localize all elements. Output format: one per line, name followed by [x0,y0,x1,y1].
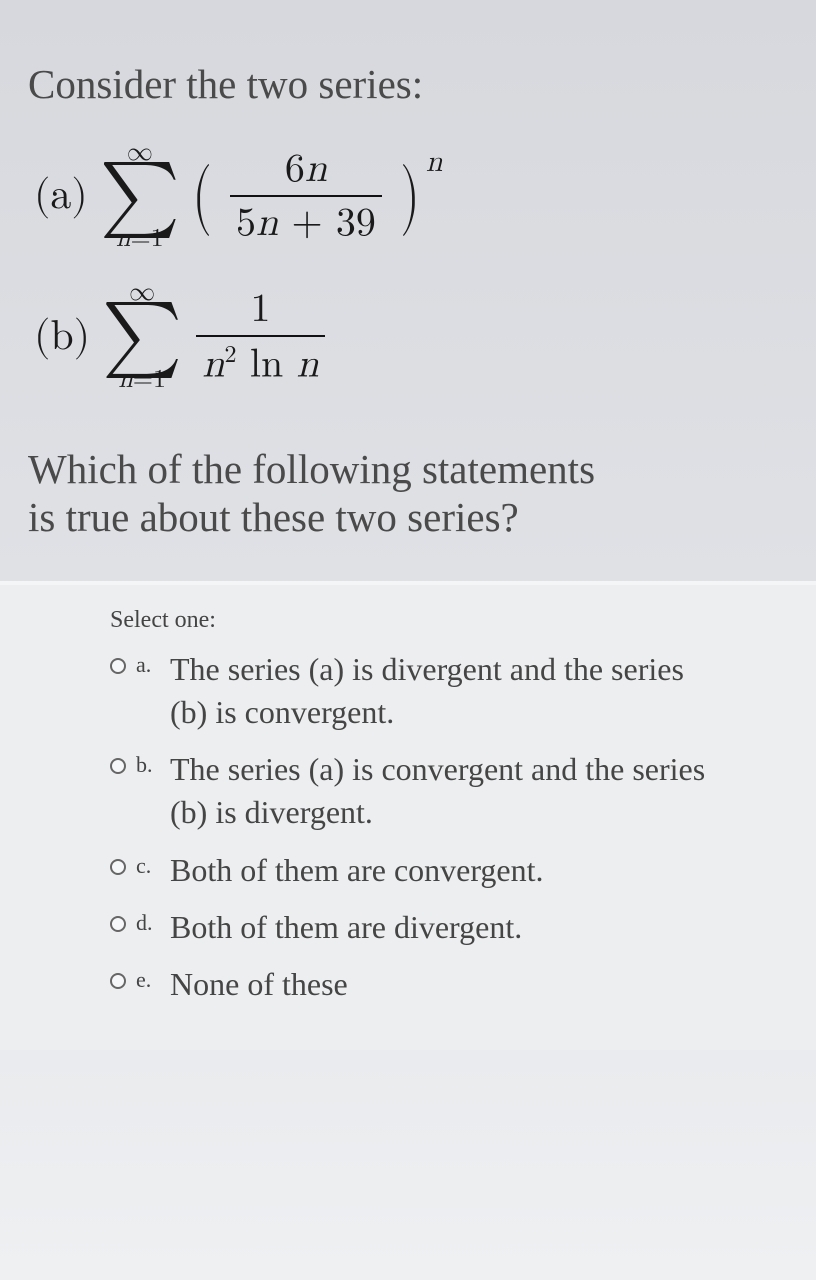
sigma-symbol: ∑ [100,162,180,230]
question-intro: Consider the two series: [28,60,788,108]
prompt-line1: Which of the following statements [28,446,595,492]
sigma-a-bottom: n=1 [116,226,164,252]
sigma-a: ∞ ∑ n=1 [100,140,180,252]
option-d[interactable]: d. Both of them are divergent. [110,906,706,949]
option-letter: a. [136,648,170,678]
option-letter: d. [136,906,170,936]
open-paren: ( [192,160,212,232]
select-one-label: Select one: [110,607,706,634]
frac-b-den: n2 ln n [196,339,324,388]
fraction-b: 1 n2 ln n [196,285,324,388]
frac-b-num: 1 [245,285,277,333]
option-text: The series (a) is convergent and the ser… [170,748,706,834]
option-letter: e. [136,963,170,993]
question-upper: Consider the two series: (a) ∞ ∑ n=1 ( 6… [0,0,816,581]
option-e[interactable]: e. None of these [110,963,706,1006]
series-b: (b) ∞ ∑ n=1 1 n2 ln n [34,280,782,392]
math-block: (a) ∞ ∑ n=1 ( 6n 5n + 39 ) n (b) [28,108,788,445]
option-text: Both of them are convergent. [170,849,706,892]
frac-bar [196,335,324,337]
option-letter: b. [136,748,170,778]
series-a: (a) ∞ ∑ n=1 ( 6n 5n + 39 ) n [34,140,782,252]
sigma-b: ∞ ∑ n=1 [102,280,182,392]
prompt-line2: is true about these two series? [28,494,519,540]
option-text: Both of them are divergent. [170,906,706,949]
radio-c[interactable] [110,859,126,875]
power-a: n [426,144,443,180]
radio-d[interactable] [110,916,126,932]
option-c[interactable]: c. Both of them are convergent. [110,849,706,892]
fraction-a: 6n 5n + 39 [230,145,382,247]
option-text: None of these [170,963,706,1006]
radio-a[interactable] [110,658,126,674]
close-paren: ) [400,160,420,232]
option-a[interactable]: a. The series (a) is divergent and the s… [110,648,706,734]
radio-b[interactable] [110,758,126,774]
series-a-label: (a) [34,171,88,221]
question-prompt: Which of the following statements is tru… [28,445,788,541]
option-letter: c. [136,849,170,879]
option-text: The series (a) is divergent and the seri… [170,648,706,734]
question-canvas: Consider the two series: (a) ∞ ∑ n=1 ( 6… [0,0,816,1280]
sigma-b-bottom: n=1 [118,367,166,393]
option-b[interactable]: b. The series (a) is convergent and the … [110,748,706,834]
sigma-symbol: ∑ [102,302,182,370]
answer-block: Select one: a. The series (a) is diverge… [0,581,816,1050]
frac-bar [230,195,382,197]
frac-a-den: 5n + 39 [230,199,382,247]
series-b-label: (b) [34,312,90,362]
frac-a-num: 6n [279,145,333,193]
radio-e[interactable] [110,973,126,989]
